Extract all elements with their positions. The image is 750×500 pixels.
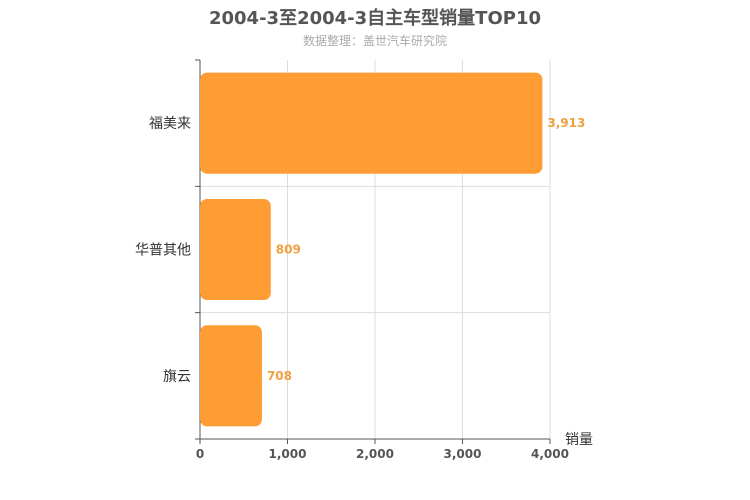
- x-tick-label: 3,000: [444, 447, 482, 461]
- bar: [200, 325, 262, 427]
- category-label: 华普其他: [135, 243, 191, 259]
- chart-title: 2004-3至2004-3自主车型销量TOP10: [208, 8, 541, 29]
- data-label: 809: [276, 243, 301, 257]
- data-label: 3,913: [547, 116, 585, 130]
- x-tick-label: 2,000: [356, 447, 394, 461]
- bar: [200, 198, 271, 301]
- category-label: 福美来: [149, 116, 191, 132]
- x-axis-name: 销量: [565, 432, 593, 448]
- x-tick-label: 4,000: [531, 447, 569, 461]
- data-label: 708: [267, 369, 292, 383]
- bar: [200, 72, 543, 174]
- category-label: 旗云: [163, 369, 191, 385]
- chart-subtitle: 数据整理：盖世汽车研究院: [302, 34, 447, 48]
- x-tick-label: 1,000: [269, 447, 307, 461]
- x-tick-label: 0: [196, 447, 204, 461]
